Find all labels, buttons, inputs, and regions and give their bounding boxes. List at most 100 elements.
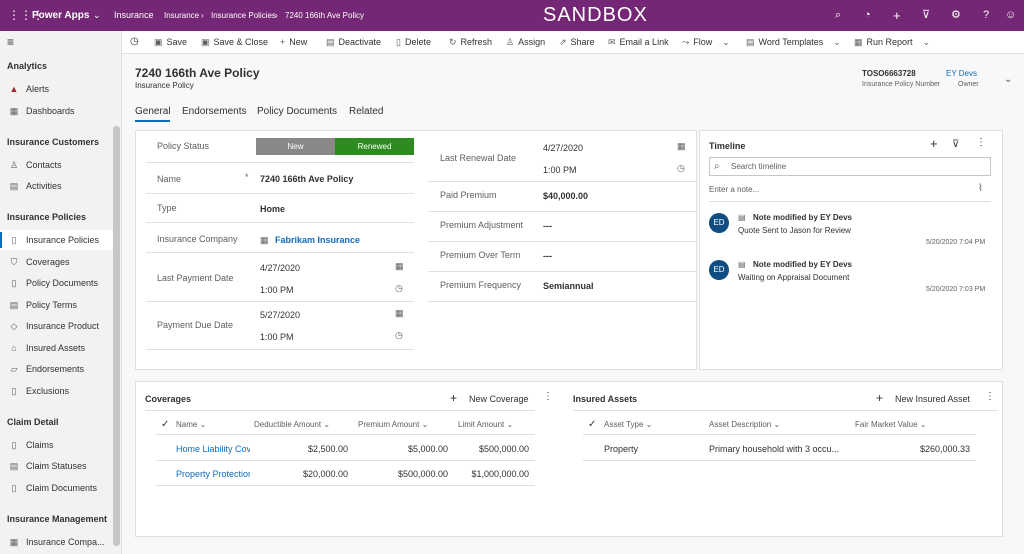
app-launcher-icon[interactable]: ⋮⋮⋮ [8, 8, 44, 22]
deactivate-button[interactable]: ▤ Deactivate [326, 31, 381, 53]
hamburger-icon[interactable]: ≡ [7, 35, 15, 49]
sidebar-item-insured-assets[interactable]: ⌂ Insured Assets [0, 338, 113, 358]
timeline-search-box[interactable]: ⌕ Search timeline [709, 157, 991, 176]
tab-endorsements[interactable]: Endorsements [182, 106, 247, 117]
premium-frequency-field[interactable]: Semiannual [543, 281, 594, 291]
run-report-button[interactable]: ▦ Run Report ⌄ [854, 31, 934, 53]
app-area[interactable]: Insurance [114, 10, 154, 20]
new-insured-asset-button[interactable]: New Insured Asset [895, 394, 971, 404]
owner-link[interactable]: EY Devs [946, 69, 977, 78]
more-options-icon[interactable]: ⋮ [976, 137, 986, 148]
sidebar-item-insurance-product[interactable]: ◇ Insurance Product [0, 316, 113, 336]
filter-icon[interactable]: ⊽ [922, 9, 931, 21]
chevron-down-icon[interactable]: ⌄ [1004, 74, 1013, 85]
user-icon[interactable]: ☺ [1005, 9, 1017, 21]
plus-icon[interactable]: + [450, 391, 458, 405]
paid-premium-field[interactable]: $40,000.00 [543, 191, 589, 201]
new-coverage-button[interactable]: New Coverage [469, 394, 529, 404]
sidebar-item-activities[interactable]: ▤ Activities [0, 176, 113, 196]
payment-due-time-field[interactable]: 1:00 PM [260, 332, 294, 342]
breadcrumb-1[interactable]: Insurance [164, 11, 200, 20]
save-close-button[interactable]: ▣ Save & Close [201, 31, 268, 53]
column-header-asset-description[interactable]: Asset Description ⌄ [709, 420, 781, 429]
column-header-fair-market-value[interactable]: Fair Market Value ⌄ [855, 420, 927, 429]
clock-icon[interactable]: ◷ [677, 163, 685, 173]
last-payment-time-field[interactable]: 1:00 PM [260, 285, 294, 295]
tab-policy-documents[interactable]: Policy Documents [257, 106, 338, 117]
sidebar-item-endorsements[interactable]: ▱ Endorsements [0, 359, 113, 379]
column-header-name[interactable]: Name ⌄ [176, 420, 207, 429]
select-all-checkbox[interactable]: ✓ [161, 419, 170, 430]
divider [156, 485, 535, 486]
coverage-name-link[interactable]: Property Protection [176, 469, 250, 479]
name-field[interactable]: 7240 166th Ave Policy [260, 174, 354, 184]
calendar-icon[interactable]: ▦ [395, 308, 404, 318]
column-header-asset-type[interactable]: Asset Type ⌄ [604, 420, 653, 429]
sidebar-item-policy-documents[interactable]: ▯ Policy Documents [0, 273, 113, 293]
sidebar-item-alerts[interactable]: ▲ Alerts [0, 79, 113, 99]
email-link-button[interactable]: ✉ Email a Link [608, 31, 669, 53]
last-renewal-time-field[interactable]: 1:00 PM [543, 165, 577, 175]
more-options-icon[interactable]: ⋮ [985, 391, 995, 402]
sidebar-item-exclusions[interactable]: ▯ Exclusions [0, 381, 113, 401]
calendar-icon[interactable]: ▦ [395, 261, 404, 271]
save-button[interactable]: ▣ Save [154, 31, 187, 53]
column-header-limit[interactable]: Limit Amount ⌄ [458, 420, 514, 429]
timeline-entry-title[interactable]: Note modified by EY Devs [753, 213, 852, 222]
status-renewed-stage[interactable]: Renewed [335, 138, 414, 155]
refresh-button[interactable]: ↻ Refresh [449, 31, 492, 53]
type-field[interactable]: Home [260, 204, 286, 214]
clock-icon[interactable]: ◷ [395, 330, 403, 340]
tab-general[interactable]: General [135, 106, 171, 117]
word-templates-button[interactable]: ▤ Word Templates ⌄ [746, 31, 845, 53]
delete-button[interactable]: ▯ Delete [396, 31, 431, 53]
timeline-entry-title[interactable]: Note modified by EY Devs [753, 260, 852, 269]
coverage-name-link[interactable]: Home Liability Cov [176, 444, 250, 454]
column-header-premium[interactable]: Premium Amount ⌄ [358, 420, 429, 429]
column-header-deductible[interactable]: Deductible Amount ⌄ [254, 420, 331, 429]
note-input[interactable]: Enter a note... [709, 185, 760, 194]
plus-icon[interactable]: + [893, 8, 901, 23]
flow-button[interactable]: ⤳ Flow ⌄ [682, 31, 734, 53]
divider [428, 301, 696, 302]
assign-button[interactable]: ♙ Assign [506, 31, 545, 53]
sidebar-item-insurance-policies[interactable]: ▯ Insurance Policies [0, 230, 113, 250]
sidebar-item-claim-documents[interactable]: ▯ Claim Documents [0, 478, 113, 498]
plus-icon[interactable]: + [930, 136, 938, 151]
last-renewal-date-field[interactable]: 4/27/2020 [543, 143, 584, 153]
plus-icon[interactable]: + [876, 391, 884, 405]
sidebar-item-policy-terms[interactable]: ▤ Policy Terms [0, 295, 113, 315]
calendar-icon[interactable]: ▦ [677, 141, 686, 151]
sidebar-item-coverages[interactable]: ⛉ Coverages [0, 252, 113, 272]
last-payment-date-field[interactable]: 4/27/2020 [260, 263, 301, 273]
gear-icon[interactable]: ⚙ [951, 9, 961, 21]
select-all-checkbox[interactable]: ✓ [588, 419, 597, 430]
attachment-icon[interactable]: ⌇ [978, 183, 983, 194]
filter-icon[interactable]: ⊽ [952, 139, 960, 150]
sidebar-item-contacts[interactable]: ♙ Contacts [0, 155, 113, 175]
insurance-company-link[interactable]: Fabrikam Insurance [275, 235, 361, 245]
sidebar-item-insurance-companies[interactable]: ▦ Insurance Compa... [0, 532, 113, 552]
sidebar-item-claims[interactable]: ▯ Claims [0, 435, 113, 455]
payment-due-date-field[interactable]: 5/27/2020 [260, 310, 301, 320]
chevron-down-icon[interactable]: ⌄ [93, 10, 101, 20]
sidebar-scrollbar[interactable] [113, 126, 120, 546]
alert-icon: ▲ [9, 84, 19, 94]
premium-adjustment-field[interactable]: --- [543, 221, 552, 231]
sidebar-item-dashboards[interactable]: ▦ Dashboards [0, 101, 113, 121]
task-icon[interactable]: ◔ [864, 9, 871, 21]
share-button[interactable]: ⇗ Share [559, 31, 595, 53]
app-name[interactable]: Power Apps [32, 10, 90, 21]
new-button[interactable]: + New [280, 31, 307, 53]
status-new-stage[interactable]: New [256, 138, 335, 155]
breadcrumb-2[interactable]: Insurance Policies [211, 11, 276, 20]
sidebar-item-claim-statuses[interactable]: ▤ Claim Statuses [0, 456, 113, 476]
history-icon[interactable]: ◷ [130, 36, 139, 47]
help-icon[interactable]: ? [983, 9, 990, 21]
clock-icon[interactable]: ◷ [395, 283, 403, 293]
premium-over-term-field[interactable]: --- [543, 251, 552, 261]
search-icon[interactable]: ⌕ [835, 9, 842, 21]
tab-related[interactable]: Related [349, 106, 384, 117]
more-options-icon[interactable]: ⋮ [543, 391, 553, 402]
coverage-premium: $500,000.00 [397, 469, 448, 479]
